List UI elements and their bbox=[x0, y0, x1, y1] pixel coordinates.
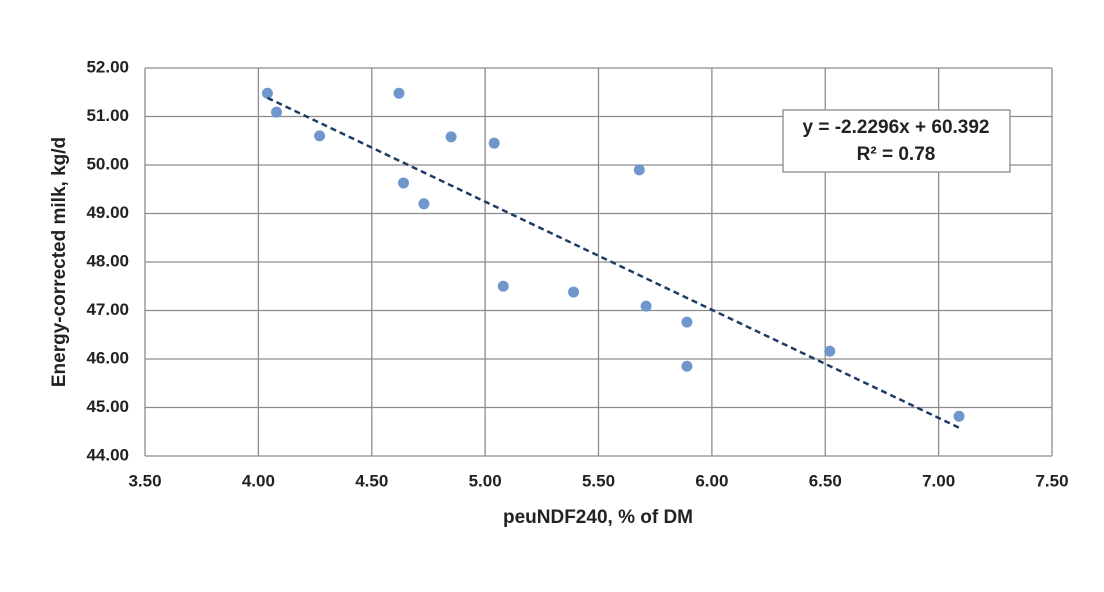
data-point bbox=[681, 316, 693, 328]
y-tick-label: 47.00 bbox=[86, 300, 129, 319]
data-point bbox=[397, 177, 409, 189]
data-point bbox=[640, 300, 652, 312]
y-tick-label: 49.00 bbox=[86, 203, 129, 222]
x-tick-label: 5.00 bbox=[469, 471, 502, 490]
data-point bbox=[953, 410, 965, 422]
x-tick-label: 7.50 bbox=[1035, 471, 1068, 490]
data-point bbox=[314, 130, 326, 142]
x-tick-label: 6.00 bbox=[695, 471, 728, 490]
data-point bbox=[488, 137, 500, 149]
data-point bbox=[568, 286, 580, 298]
equation-box bbox=[782, 109, 1011, 173]
data-point bbox=[271, 106, 283, 118]
data-point bbox=[445, 131, 457, 143]
y-tick-label: 51.00 bbox=[86, 106, 129, 125]
x-tick-label: 4.00 bbox=[242, 471, 275, 490]
trendline-r2: R² = 0.78 bbox=[857, 144, 936, 165]
x-tick-label: 7.00 bbox=[922, 471, 955, 490]
data-point bbox=[497, 280, 509, 292]
y-tick-label: 46.00 bbox=[86, 348, 129, 367]
data-point bbox=[681, 360, 693, 372]
y-axis-title: Energy-corrected milk, kg/d bbox=[49, 137, 70, 387]
y-tick-label: 52.00 bbox=[86, 57, 129, 76]
x-tick-label: 6.50 bbox=[809, 471, 842, 490]
trendline-equation: y = -2.2296x + 60.392 bbox=[803, 117, 990, 138]
x-tick-label: 4.50 bbox=[355, 471, 388, 490]
y-tick-label: 48.00 bbox=[86, 251, 129, 270]
data-point bbox=[418, 198, 430, 210]
x-tick-label: 5.50 bbox=[582, 471, 615, 490]
data-point bbox=[393, 87, 405, 99]
y-tick-label: 45.00 bbox=[86, 397, 129, 416]
data-point bbox=[633, 164, 645, 176]
data-point bbox=[261, 87, 273, 99]
x-tick-label: 3.50 bbox=[128, 471, 161, 490]
y-tick-label: 50.00 bbox=[86, 154, 129, 173]
data-point bbox=[824, 345, 836, 357]
x-axis-title: peuNDF240, % of DM bbox=[503, 507, 693, 528]
y-tick-label: 44.00 bbox=[86, 445, 129, 464]
trendline bbox=[266, 96, 960, 429]
